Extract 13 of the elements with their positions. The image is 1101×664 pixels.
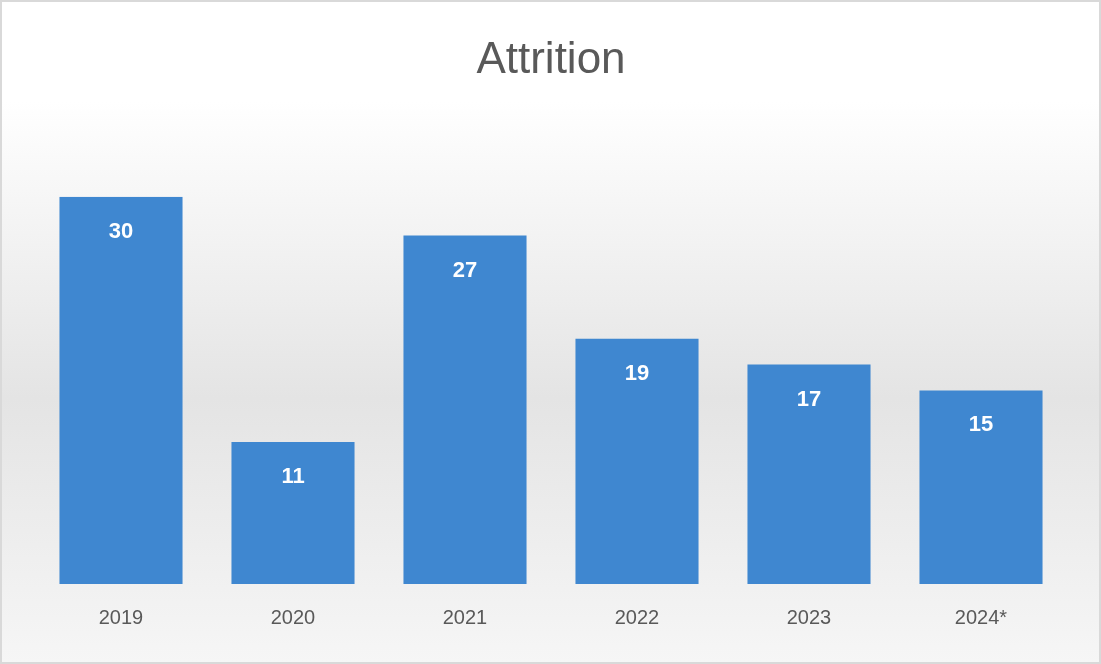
chart-title: Attrition xyxy=(476,32,626,82)
data-label: 19 xyxy=(624,359,650,385)
x-tick-label: 2023 xyxy=(786,605,832,628)
x-tick-label: 2020 xyxy=(270,605,316,628)
data-label: 15 xyxy=(968,411,994,437)
data-label: 27 xyxy=(452,256,478,282)
data-label: 11 xyxy=(281,463,305,489)
data-label: 30 xyxy=(108,217,134,243)
x-tick-label: 2024* xyxy=(954,605,1008,628)
x-tick-label: 2021 xyxy=(442,605,488,628)
x-tick-label: 2019 xyxy=(98,605,144,628)
x-tick-label: 2022 xyxy=(614,605,660,628)
data-label: 17 xyxy=(796,385,822,411)
